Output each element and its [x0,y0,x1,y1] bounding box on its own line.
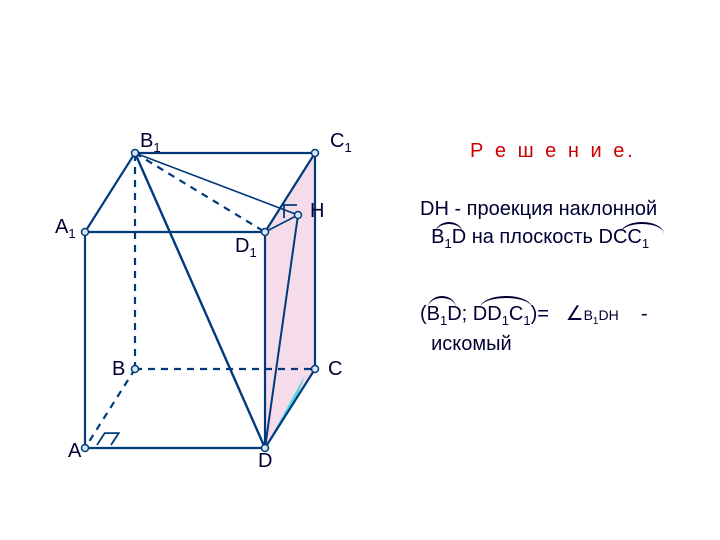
label-A: A [68,440,81,463]
label-C1: C1 [330,130,352,155]
diagram-root: { "labels": { "B1": "B", "B1sub": "1", "… [0,0,720,540]
text-angle: (B1D; DD1C1)= ∠B1DH - искомый [420,300,720,358]
label-A1: A1 [55,216,76,241]
cube-svg [0,0,720,540]
angle-icon: ∠ [566,300,584,328]
label-C: C [328,358,342,381]
label-D1: D1 [235,235,257,260]
label-H: H [310,200,324,223]
label-B1: B1 [140,130,161,155]
label-D: D [258,450,272,473]
label-B: B [112,358,125,381]
text-dh-projection: DH - проекция наклонной B1D на плоскость… [420,195,720,253]
solution-title: Р е ш е н и е. [470,140,636,163]
